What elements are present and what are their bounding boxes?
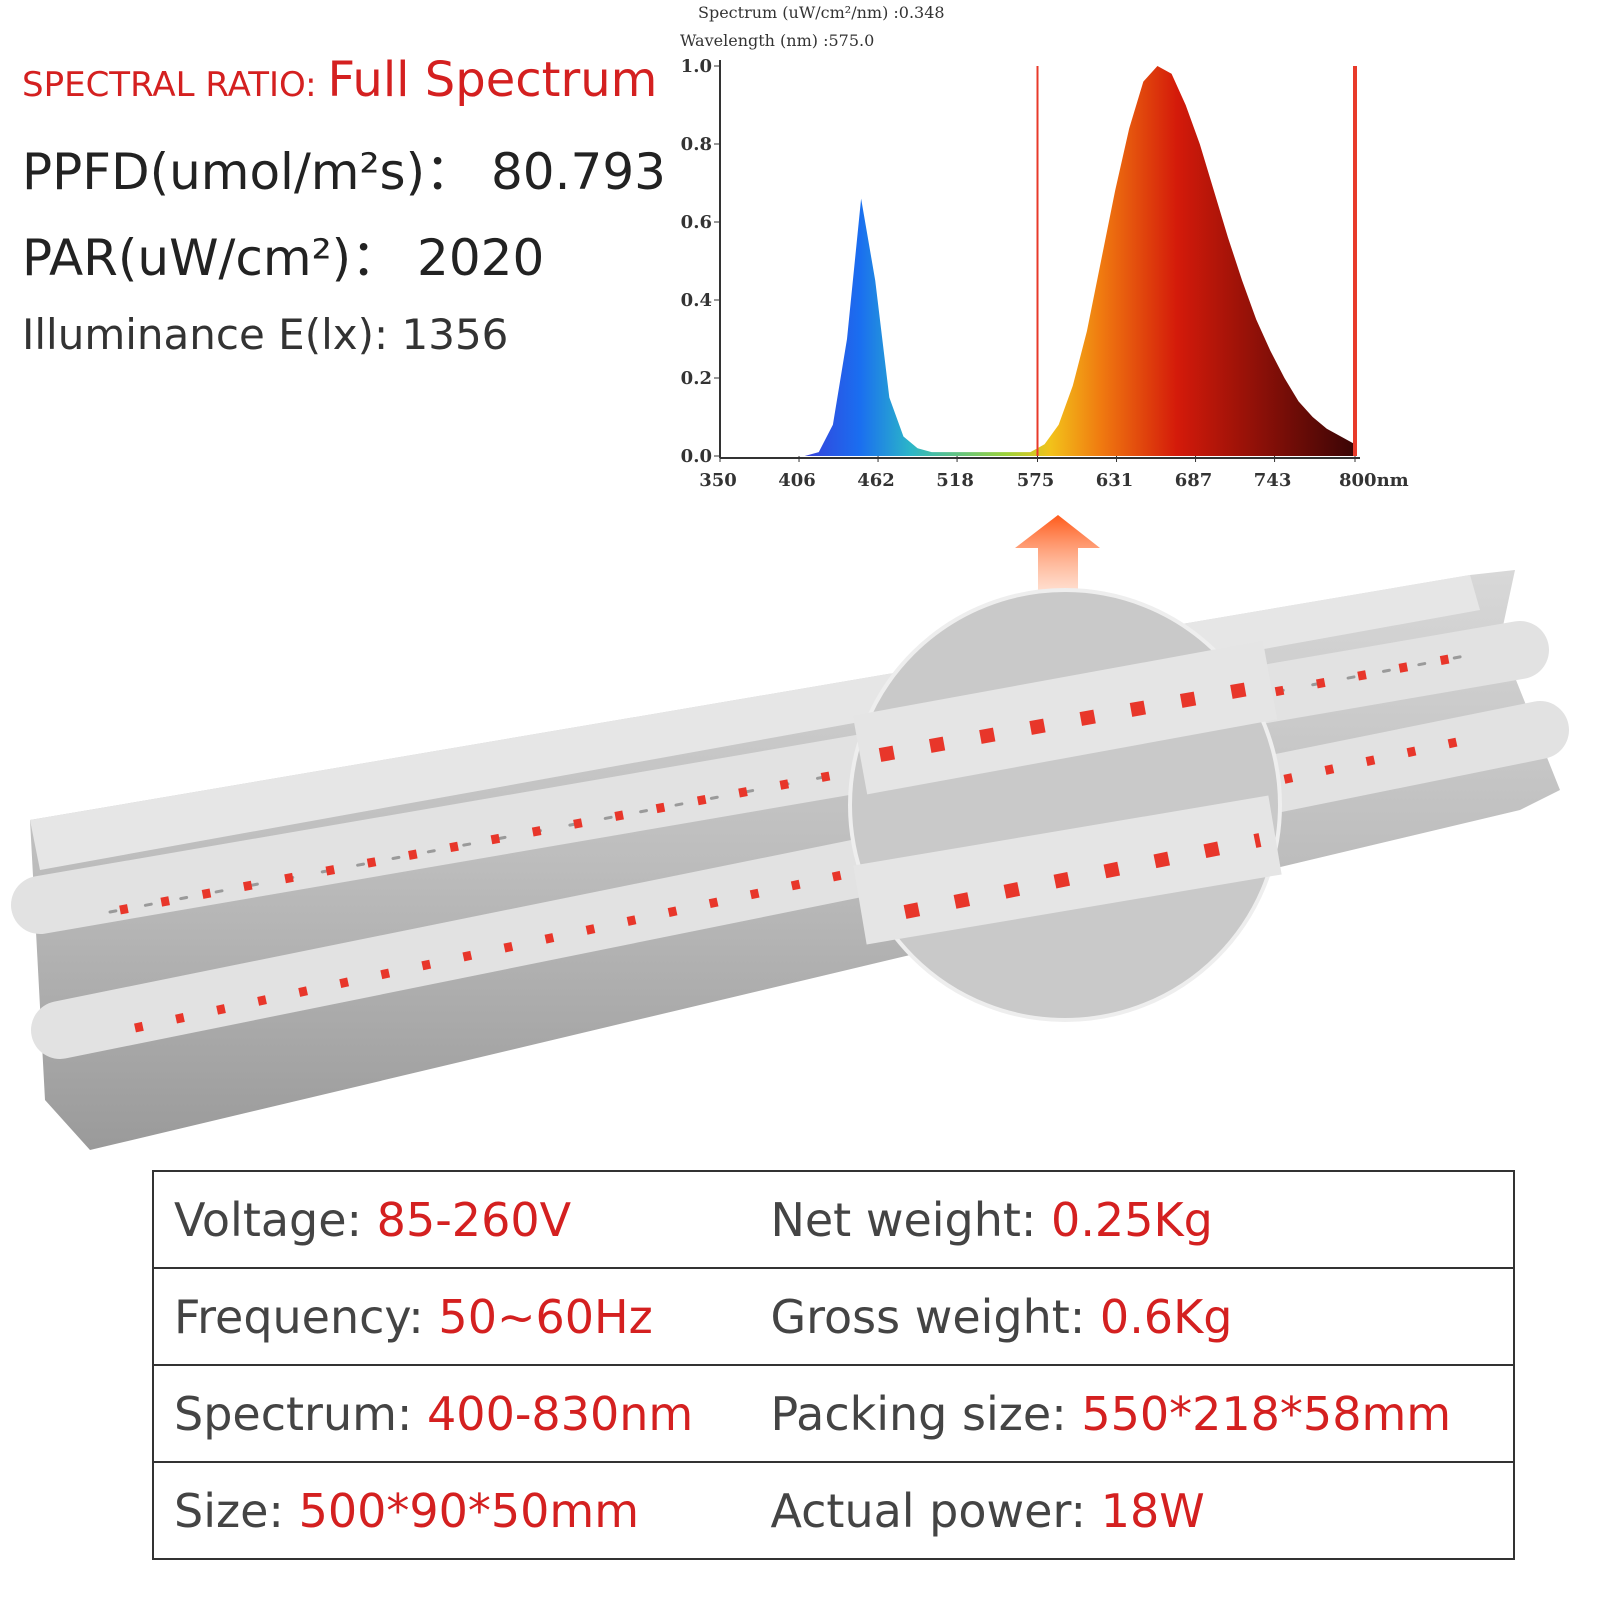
spec-cell: Packing size: 550*218*58mm: [740, 1364, 1514, 1462]
x-tick-label: 800nm: [1339, 470, 1409, 491]
spec-value: 0.6Kg: [1099, 1289, 1233, 1344]
spec-label: Gross weight:: [770, 1289, 1086, 1344]
y-tick-label: 0.6: [681, 212, 712, 233]
spec-cell: Gross weight: 0.6Kg: [740, 1267, 1514, 1365]
y-tick-label: 0.2: [681, 368, 712, 389]
spec-cell: Spectrum: 400-830nm: [153, 1364, 741, 1462]
par: PAR(uW/cm²)： 2020: [22, 229, 545, 287]
spec-label: Net weight:: [770, 1192, 1037, 1247]
x-tick-label: 350: [699, 470, 737, 491]
spec-table: Voltage: 85-260V Net weight: 0.25Kg Freque…: [152, 1170, 1515, 1560]
spec-label: Size:: [174, 1483, 284, 1538]
spec-value: 400-830nm: [427, 1386, 694, 1441]
readout: Wavelength (nm) :575.0: [680, 31, 874, 50]
spec-cell: Actual power: 18W: [740, 1461, 1514, 1559]
x-tick-label: 743: [1254, 470, 1292, 491]
y-tick-label: 1.0: [681, 56, 712, 77]
x-tick-label: 462: [857, 470, 895, 491]
illuminance: Illuminance E(lx): 1356: [22, 310, 509, 359]
spec-label: Frequency:: [174, 1289, 424, 1344]
spec-row: Voltage: 85-260V Net weight: 0.25Kg: [153, 1170, 1514, 1268]
spec-row: Frequency: 50~60Hz Gross weight: 0.6Kg: [153, 1267, 1514, 1365]
spectral-ratio: SPECTRAL RATIO: Full Spectrum: [22, 52, 657, 108]
value: Full Spectrum: [327, 52, 658, 108]
spec-cell: Size: 500*90*50mm: [153, 1461, 741, 1559]
spec-value: 500*90*50mm: [298, 1483, 640, 1538]
spec-cell: Net weight: 0.25Kg: [740, 1170, 1514, 1268]
label: SPECTRAL RATIO:: [22, 65, 317, 105]
spec-value: 50~60Hz: [438, 1289, 653, 1344]
x-tick-label: 631: [1096, 470, 1134, 491]
spec-value: 550*218*58mm: [1081, 1386, 1452, 1441]
x-tick-label: 687: [1175, 470, 1213, 491]
spec-value: 18W: [1100, 1483, 1205, 1538]
x-tick-label: 575: [1017, 470, 1055, 491]
y-tick-label: 0.8: [681, 134, 712, 155]
spec-label: Actual power:: [770, 1483, 1087, 1538]
y-tick-label: 0.0: [681, 446, 712, 467]
spectrum-area: [720, 66, 1355, 456]
readout: Spectrum (uW/cm²/nm) :0.348: [698, 3, 945, 22]
x-tick-label: 406: [778, 470, 816, 491]
spectrum-chart: Spectrum (uW/cm²/nm) :0.348 Wavelength (…: [680, 3, 1409, 491]
x-tick-label: 518: [936, 470, 974, 491]
spec-value: 85-260V: [376, 1192, 572, 1247]
lamp: [11, 570, 1569, 1150]
spec-label: Voltage:: [174, 1192, 363, 1247]
spec-value: 0.25Kg: [1051, 1192, 1213, 1247]
y-tick-label: 0.4: [681, 290, 712, 311]
arrow: [1015, 515, 1100, 600]
spec-cell: Voltage: 85-260V: [153, 1170, 741, 1268]
spec-cell: Frequency: 50~60Hz: [153, 1267, 741, 1365]
spec-row: Spectrum: 400-830nm Packing size: 550*218…: [153, 1364, 1514, 1462]
spec-label: Spectrum:: [174, 1386, 413, 1441]
spec-row: Size: 500*90*50mm Actual power: 18W: [153, 1461, 1514, 1559]
spec-label: Packing size:: [770, 1386, 1067, 1441]
ppfd: PPFD(umol/m²s)： 80.793: [22, 143, 666, 201]
